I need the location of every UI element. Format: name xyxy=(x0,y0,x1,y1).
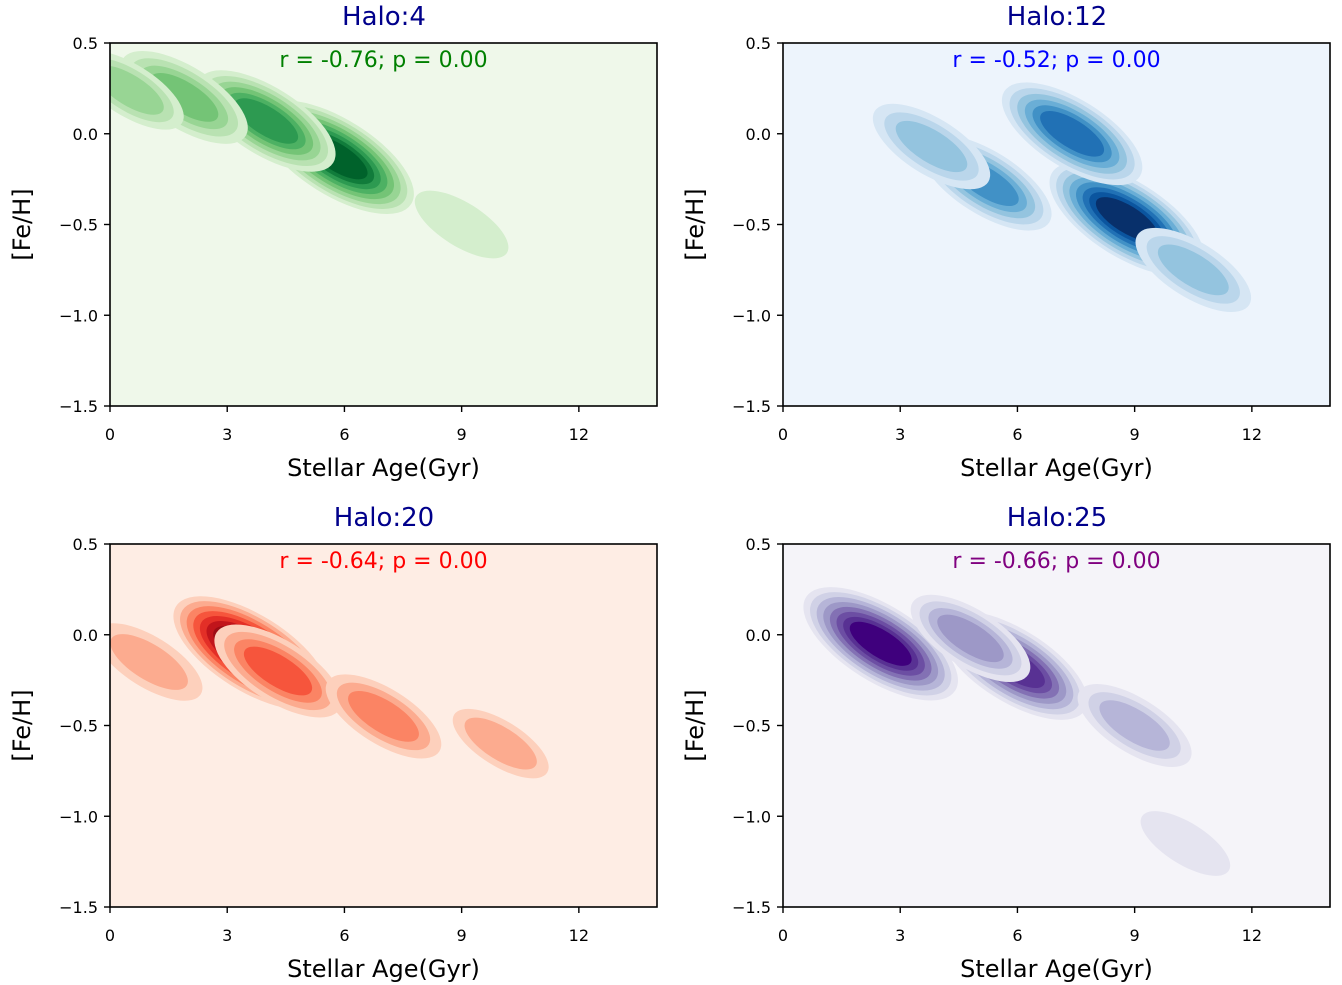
y-tick-label: −1.5 xyxy=(59,898,98,917)
x-tick-label: 3 xyxy=(895,425,905,444)
x-tick-label: 12 xyxy=(1242,425,1262,444)
y-tick-label: −1.0 xyxy=(59,306,98,325)
density-contours xyxy=(872,82,1252,312)
x-axis-label: Stellar Age(Gyr) xyxy=(960,454,1153,482)
x-tick-label: 0 xyxy=(105,926,115,945)
contour-level-3-peak-2 xyxy=(348,691,419,742)
x-tick-label: 3 xyxy=(895,926,905,945)
contour-level-1-peak-4 xyxy=(414,190,509,259)
correlation-annotation: r = -0.52; p = 0.00 xyxy=(952,48,1160,73)
contour-level-4-peak-2 xyxy=(937,614,1004,663)
density-contours xyxy=(110,50,509,259)
y-tick-label: −1.5 xyxy=(59,397,98,416)
contour-level-3-peak-3 xyxy=(895,120,968,173)
x-tick-label: 9 xyxy=(1130,926,1140,945)
x-tick-label: 0 xyxy=(778,425,788,444)
x-tick-label: 9 xyxy=(457,425,467,444)
correlation-annotation: r = -0.76; p = 0.00 xyxy=(279,48,487,73)
x-tick-label: 6 xyxy=(1012,926,1022,945)
x-tick-label: 0 xyxy=(778,926,788,945)
x-tick-label: 12 xyxy=(569,926,589,945)
correlation-annotation: r = -0.64; p = 0.00 xyxy=(279,549,487,574)
y-axis-label: [Fe/H] xyxy=(681,188,709,260)
correlation-annotation: r = -0.66; p = 0.00 xyxy=(952,549,1160,574)
y-tick-label: 0.5 xyxy=(746,34,771,53)
contour-level-6-peak-1 xyxy=(1040,111,1105,157)
y-tick-label: 0.0 xyxy=(73,626,98,645)
density-contours xyxy=(803,587,1231,876)
y-tick-label: −0.5 xyxy=(59,216,98,235)
y-tick-label: −1.0 xyxy=(732,807,771,826)
panel-halo-20: Halo:20 0 3 6 9 12 −1.5 −1.0 −0.5 0.0 0.5 Stellar … xyxy=(8,503,658,983)
panel-title: Halo:25 xyxy=(1007,503,1107,533)
contour-level-3-peak-4 xyxy=(1157,244,1229,296)
x-tick-label: 3 xyxy=(222,926,232,945)
panel-halo-12: Halo:12 0 3 6 9 12 −1.5 −1.0 −0.5 0.0 0.5 Stellar … xyxy=(681,2,1331,482)
contour-level-2-peak-4 xyxy=(464,717,537,770)
contour-level-3-peak-3 xyxy=(1099,700,1170,751)
y-tick-label: −1.0 xyxy=(59,807,98,826)
y-tick-label: 0.0 xyxy=(746,626,771,645)
x-tick-label: 6 xyxy=(1012,425,1022,444)
y-tick-label: −1.5 xyxy=(732,898,771,917)
y-tick-label: −0.5 xyxy=(732,216,771,235)
contour-level-4-peak-1 xyxy=(243,646,313,696)
x-tick-label: 6 xyxy=(339,425,349,444)
x-tick-label: 12 xyxy=(1242,926,1262,945)
x-tick-label: 3 xyxy=(222,425,232,444)
y-tick-label: −0.5 xyxy=(732,717,771,736)
contour-level-2-peak-3 xyxy=(110,634,188,690)
y-axis-label: [Fe/H] xyxy=(8,689,36,761)
panel-halo-25: Halo:25 0 3 6 9 12 −1.5 −1.0 −0.5 0.0 0.5 Stellar … xyxy=(681,503,1331,983)
panel-title: Halo:4 xyxy=(342,2,426,32)
contour-level-8-peak-0 xyxy=(849,621,912,666)
y-tick-label: −0.5 xyxy=(59,717,98,736)
y-tick-label: 0.0 xyxy=(73,125,98,144)
x-axis-label: Stellar Age(Gyr) xyxy=(960,955,1153,983)
y-tick-label: 0.5 xyxy=(73,34,98,53)
x-tick-label: 6 xyxy=(339,926,349,945)
density-contours xyxy=(110,596,549,779)
contour-level-4-peak-2 xyxy=(150,72,219,122)
y-tick-label: 0.5 xyxy=(746,535,771,554)
x-tick-label: 12 xyxy=(569,425,589,444)
contour-level-6-peak-1 xyxy=(234,98,299,144)
y-axis-label: [Fe/H] xyxy=(681,689,709,761)
y-tick-label: 0.5 xyxy=(73,535,98,554)
panel-title: Halo:12 xyxy=(1007,2,1107,32)
x-tick-label: 9 xyxy=(1130,425,1140,444)
x-axis-label: Stellar Age(Gyr) xyxy=(287,454,480,482)
x-tick-label: 9 xyxy=(457,926,467,945)
x-tick-label: 0 xyxy=(105,425,115,444)
contour-level-3-peak-3 xyxy=(110,65,164,115)
contour-level-1-peak-4 xyxy=(1140,811,1231,876)
y-tick-label: −1.0 xyxy=(732,306,771,325)
y-axis-label: [Fe/H] xyxy=(8,188,36,260)
panel-halo-4: Halo:4 0 3 6 9 12 −1.5 −1.0 −0.5 0.0 0.5 Stellar A… xyxy=(8,2,658,482)
contour-level-8-peak-0 xyxy=(1095,197,1158,242)
x-axis-label: Stellar Age(Gyr) xyxy=(287,955,480,983)
y-tick-label: 0.0 xyxy=(746,125,771,144)
panel-title: Halo:20 xyxy=(334,503,434,533)
y-tick-label: −1.5 xyxy=(732,397,771,416)
